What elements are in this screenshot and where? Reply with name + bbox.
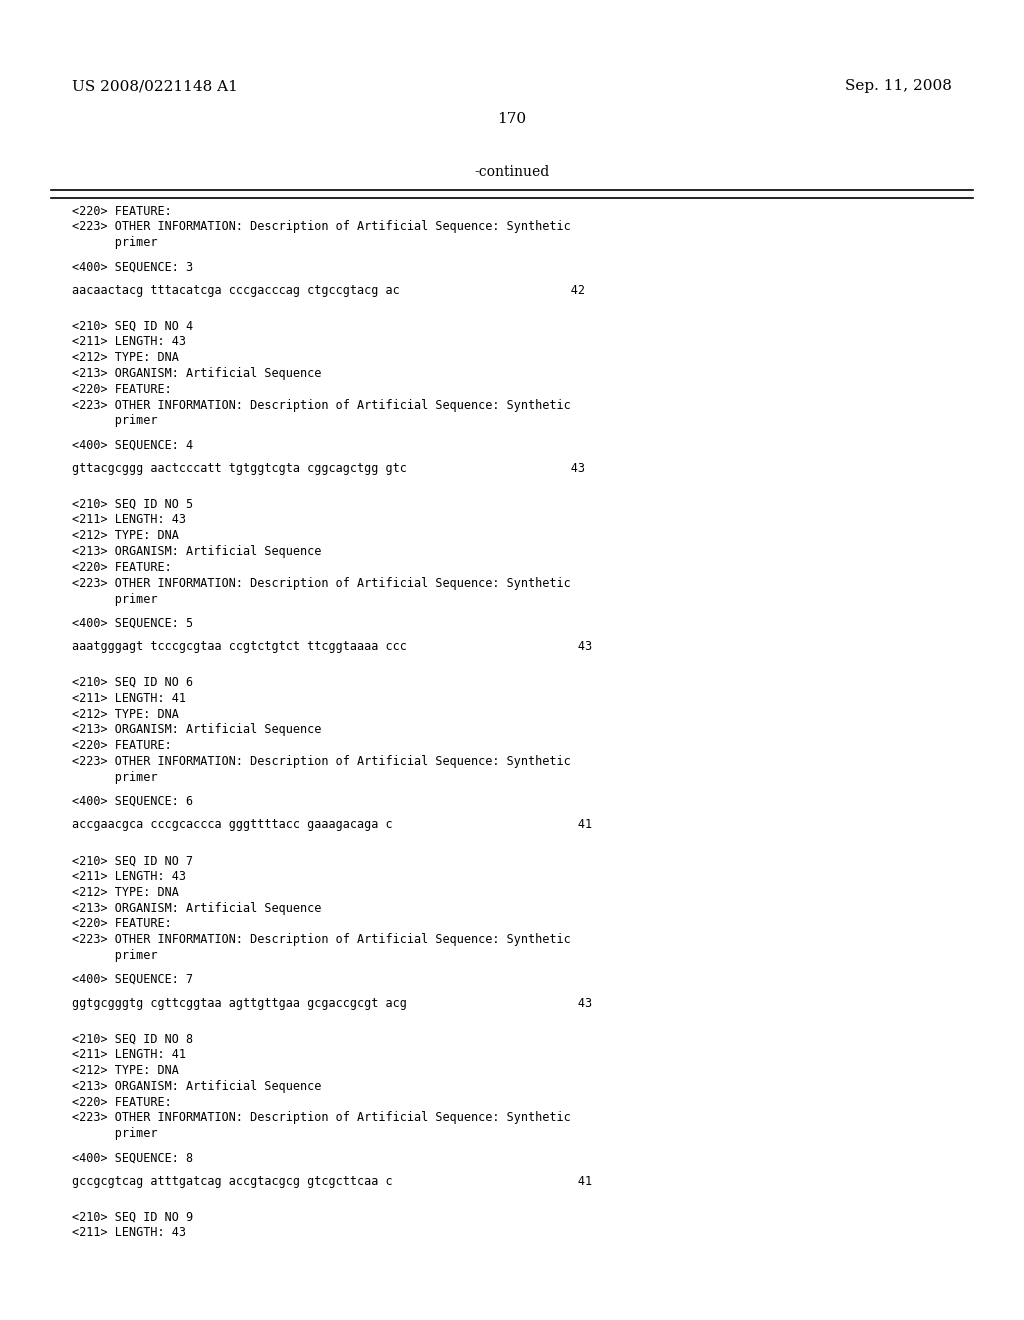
Text: <400> SEQUENCE: 4: <400> SEQUENCE: 4 <box>72 438 193 451</box>
Text: gttacgcggg aactcccatt tgtggtcgta cggcagctgg gtc                       43: gttacgcggg aactcccatt tgtggtcgta cggcagc… <box>72 462 585 475</box>
Text: <223> OTHER INFORMATION: Description of Artificial Sequence: Synthetic: <223> OTHER INFORMATION: Description of … <box>72 1111 570 1125</box>
Text: <220> FEATURE:: <220> FEATURE: <box>72 917 171 931</box>
Text: <213> ORGANISM: Artificial Sequence: <213> ORGANISM: Artificial Sequence <box>72 545 322 558</box>
Text: primer: primer <box>72 236 157 249</box>
Text: <211> LENGTH: 43: <211> LENGTH: 43 <box>72 335 185 348</box>
Text: <400> SEQUENCE: 3: <400> SEQUENCE: 3 <box>72 260 193 273</box>
Text: <211> LENGTH: 43: <211> LENGTH: 43 <box>72 513 185 527</box>
Text: <212> TYPE: DNA: <212> TYPE: DNA <box>72 529 178 543</box>
Text: 170: 170 <box>498 112 526 127</box>
Text: primer: primer <box>72 1127 157 1140</box>
Text: <213> ORGANISM: Artificial Sequence: <213> ORGANISM: Artificial Sequence <box>72 367 322 380</box>
Text: gccgcgtcag atttgatcag accgtacgcg gtcgcttcaa c                          41: gccgcgtcag atttgatcag accgtacgcg gtcgctt… <box>72 1175 592 1188</box>
Text: primer: primer <box>72 771 157 784</box>
Text: <212> TYPE: DNA: <212> TYPE: DNA <box>72 1064 178 1077</box>
Text: <211> LENGTH: 43: <211> LENGTH: 43 <box>72 870 185 883</box>
Text: ggtgcgggtg cgttcggtaa agttgttgaa gcgaccgcgt acg                        43: ggtgcgggtg cgttcggtaa agttgttgaa gcgaccg… <box>72 997 592 1010</box>
Text: <400> SEQUENCE: 8: <400> SEQUENCE: 8 <box>72 1151 193 1164</box>
Text: <211> LENGTH: 41: <211> LENGTH: 41 <box>72 692 185 705</box>
Text: <212> TYPE: DNA: <212> TYPE: DNA <box>72 886 178 899</box>
Text: <211> LENGTH: 41: <211> LENGTH: 41 <box>72 1048 185 1061</box>
Text: primer: primer <box>72 414 157 428</box>
Text: <223> OTHER INFORMATION: Description of Artificial Sequence: Synthetic: <223> OTHER INFORMATION: Description of … <box>72 755 570 768</box>
Text: <210> SEQ ID NO 6: <210> SEQ ID NO 6 <box>72 676 193 689</box>
Text: <220> FEATURE:: <220> FEATURE: <box>72 561 171 574</box>
Text: <213> ORGANISM: Artificial Sequence: <213> ORGANISM: Artificial Sequence <box>72 723 322 737</box>
Text: <223> OTHER INFORMATION: Description of Artificial Sequence: Synthetic: <223> OTHER INFORMATION: Description of … <box>72 399 570 412</box>
Text: <223> OTHER INFORMATION: Description of Artificial Sequence: Synthetic: <223> OTHER INFORMATION: Description of … <box>72 577 570 590</box>
Text: -continued: -continued <box>474 165 550 180</box>
Text: <223> OTHER INFORMATION: Description of Artificial Sequence: Synthetic: <223> OTHER INFORMATION: Description of … <box>72 220 570 234</box>
Text: US 2008/0221148 A1: US 2008/0221148 A1 <box>72 79 238 94</box>
Text: aaatgggagt tcccgcgtaa ccgtctgtct ttcggtaaaa ccc                        43: aaatgggagt tcccgcgtaa ccgtctgtct ttcggta… <box>72 640 592 653</box>
Text: <220> FEATURE:: <220> FEATURE: <box>72 739 171 752</box>
Text: <400> SEQUENCE: 7: <400> SEQUENCE: 7 <box>72 973 193 986</box>
Text: Sep. 11, 2008: Sep. 11, 2008 <box>846 79 952 94</box>
Text: <210> SEQ ID NO 9: <210> SEQ ID NO 9 <box>72 1210 193 1224</box>
Text: primer: primer <box>72 949 157 962</box>
Text: <210> SEQ ID NO 4: <210> SEQ ID NO 4 <box>72 319 193 333</box>
Text: <220> FEATURE:: <220> FEATURE: <box>72 205 171 218</box>
Text: <223> OTHER INFORMATION: Description of Artificial Sequence: Synthetic: <223> OTHER INFORMATION: Description of … <box>72 933 570 946</box>
Text: <212> TYPE: DNA: <212> TYPE: DNA <box>72 708 178 721</box>
Text: <220> FEATURE:: <220> FEATURE: <box>72 1096 171 1109</box>
Text: <400> SEQUENCE: 6: <400> SEQUENCE: 6 <box>72 795 193 808</box>
Text: <210> SEQ ID NO 5: <210> SEQ ID NO 5 <box>72 498 193 511</box>
Text: <211> LENGTH: 43: <211> LENGTH: 43 <box>72 1226 185 1239</box>
Text: <213> ORGANISM: Artificial Sequence: <213> ORGANISM: Artificial Sequence <box>72 1080 322 1093</box>
Text: accgaacgca cccgcaccca gggttttacc gaaagacaga c                          41: accgaacgca cccgcaccca gggttttacc gaaagac… <box>72 818 592 832</box>
Text: aacaactacg tttacatcga cccgacccag ctgccgtacg ac                        42: aacaactacg tttacatcga cccgacccag ctgccgt… <box>72 284 585 297</box>
Text: <210> SEQ ID NO 8: <210> SEQ ID NO 8 <box>72 1032 193 1045</box>
Text: primer: primer <box>72 593 157 606</box>
Text: <213> ORGANISM: Artificial Sequence: <213> ORGANISM: Artificial Sequence <box>72 902 322 915</box>
Text: <220> FEATURE:: <220> FEATURE: <box>72 383 171 396</box>
Text: <212> TYPE: DNA: <212> TYPE: DNA <box>72 351 178 364</box>
Text: <210> SEQ ID NO 7: <210> SEQ ID NO 7 <box>72 854 193 867</box>
Text: <400> SEQUENCE: 5: <400> SEQUENCE: 5 <box>72 616 193 630</box>
